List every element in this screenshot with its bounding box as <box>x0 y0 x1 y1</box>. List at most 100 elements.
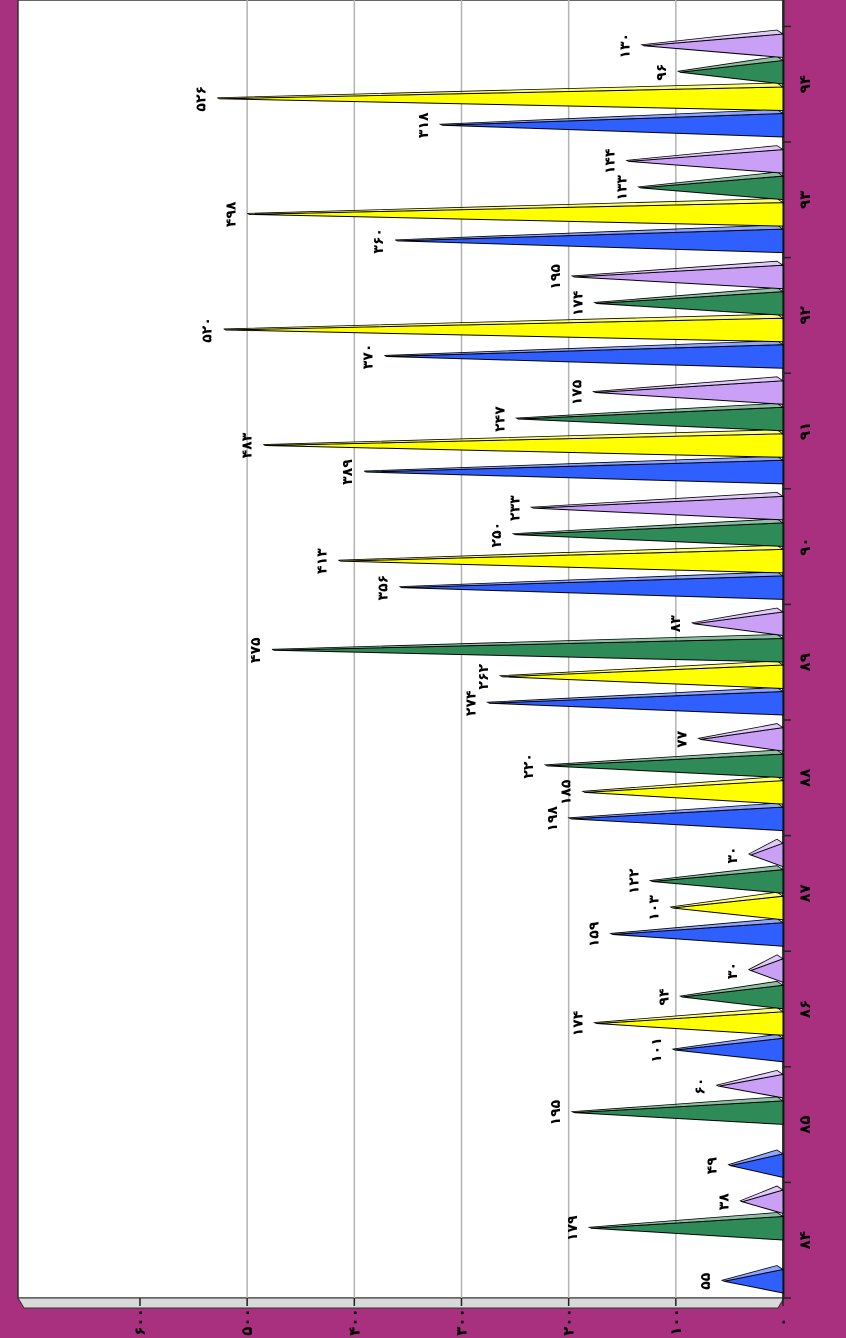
cone-bar-side <box>747 954 784 971</box>
cone-bar-side <box>271 634 785 651</box>
y-tick-label: ۱۰۰ <box>667 1308 685 1335</box>
data-label: ۱۲۲ <box>626 868 642 894</box>
data-label: ۱۷۴ <box>571 290 587 316</box>
data-label: ۱۹۵ <box>548 1099 564 1125</box>
data-label: ۳۰ <box>725 846 741 863</box>
cone-bar-side <box>676 56 785 73</box>
data-label: ۱۳۳ <box>614 175 630 201</box>
data-label: ۲۴۷ <box>492 406 508 432</box>
category-label: ۸۸ <box>796 769 814 787</box>
data-label: ۹۶ <box>654 64 670 81</box>
data-label: ۴۹ <box>704 1157 720 1175</box>
data-label: ۱۷۴ <box>571 1010 587 1036</box>
category-label: ۹۰ <box>796 537 814 555</box>
cone-bar-side <box>690 607 785 625</box>
cone-bar-side <box>570 260 785 278</box>
y-tick-label: ۰ <box>774 1317 792 1326</box>
data-label: ۱۰۳ <box>647 895 663 921</box>
cone-bar-side <box>511 518 785 536</box>
data-labels: ۵۵ ۱۷۹ ۳۸ ۴۹ ۱۹۵ ۶۰ ۱۰۱ ۱۷۴ ۹۴ ۳۰ ۱۵۹ ۱۰۳ ۱۲۲ ۳۰ ۱۹۸۱۸… <box>193 33 741 1290</box>
data-label: ۳۷۰ <box>360 344 376 370</box>
data-label: ۲۲۰ <box>521 753 537 779</box>
category-label: ۸۶ <box>796 1000 814 1018</box>
data-label: ۱۵۹ <box>587 921 603 947</box>
y-tick-label: ۳۰۰ <box>452 1308 470 1335</box>
cone-bar-side <box>247 198 785 215</box>
data-label: ۲۷۴ <box>463 690 479 716</box>
cone-bar-side <box>338 544 785 562</box>
cone-bar-side <box>570 1096 785 1114</box>
cone-bar-side <box>669 891 785 909</box>
cone-bar-side <box>678 980 785 998</box>
data-label: ۱۳۰ <box>618 33 634 59</box>
data-label: ۳۸۹ <box>340 459 356 485</box>
data-label: ۴۱۳ <box>314 548 330 574</box>
data-label: ۱۹۵ <box>548 264 564 290</box>
data-label: ۱۴۴ <box>603 148 619 174</box>
category-label: ۹۳ <box>796 191 814 209</box>
data-label: ۲۶۲ <box>476 663 492 689</box>
category-label: ۸۵ <box>796 1115 814 1133</box>
cone-bar-side <box>581 776 785 793</box>
data-label: ۱۹۸ <box>545 806 561 832</box>
cone-bar-side <box>217 82 785 100</box>
cone-bar-side <box>223 313 785 331</box>
data-label: ۳۸ <box>716 1193 732 1211</box>
category-label: ۹۴ <box>796 75 814 93</box>
cone-bar-side <box>671 1033 785 1051</box>
cone-bar-side <box>625 145 785 162</box>
data-label: ۱۷۹ <box>565 1215 581 1241</box>
data-label: ۴۹۸ <box>223 201 239 227</box>
data-label: ۴۸۳ <box>239 432 255 458</box>
data-label: ۳۶۰ <box>371 228 387 254</box>
data-label: ۸۳ <box>668 615 684 633</box>
data-label: ۵۵ <box>698 1272 714 1290</box>
cone-bar-side <box>587 1212 785 1229</box>
data-label: ۵۲۶ <box>193 86 209 112</box>
cone-bar-side <box>637 171 785 189</box>
cone-bar-side <box>567 802 785 820</box>
category-label: ۸۷ <box>796 884 814 902</box>
cone-bar-side <box>715 1069 785 1087</box>
cone-bar-side <box>591 376 785 393</box>
cone-bar-side <box>263 429 785 446</box>
cone-bar-side <box>529 491 785 509</box>
data-label: ۳۵۶ <box>375 575 391 601</box>
cone-bar-side <box>727 1149 785 1167</box>
y-tick-label: ۴۰۰ <box>345 1308 363 1335</box>
data-label: ۶۰ <box>693 1078 709 1095</box>
data-label: ۳۰ <box>725 962 741 979</box>
category-label: ۹۱ <box>796 422 814 440</box>
data-label: ۲۳۳ <box>507 495 523 521</box>
plot-floor <box>17 1297 785 1309</box>
y-tick-label: ۵۰۰ <box>238 1308 256 1335</box>
category-label: ۸۹ <box>796 653 814 671</box>
cone-bar-side <box>648 865 785 882</box>
cone-bar-side <box>593 287 785 304</box>
category-label: ۸۴ <box>796 1231 814 1249</box>
data-label: ۳۱۸ <box>416 112 432 138</box>
data-label: ۱۰۱ <box>649 1037 665 1063</box>
data-label: ۷۷ <box>674 730 690 748</box>
cone-bar-side <box>747 838 784 856</box>
data-label: ۴۷۵ <box>248 637 264 663</box>
cone-bar-side <box>543 749 785 767</box>
data-label: ۱۷۵ <box>569 379 585 405</box>
cone-bar-side <box>739 1185 784 1203</box>
cone-bar-side <box>514 402 785 420</box>
data-label: ۱۸۵ <box>559 779 575 805</box>
cone-bar-side <box>720 1265 785 1282</box>
data-label: ۵۲۰ <box>200 317 216 343</box>
cone-bar-side <box>593 1007 785 1024</box>
y-tick-label: ۲۰۰ <box>560 1308 578 1335</box>
data-label: ۲۵۰ <box>489 522 505 548</box>
data-label: ۹۴ <box>656 988 672 1006</box>
bars <box>217 29 785 1294</box>
cone-bar-side <box>485 687 785 704</box>
y-tick-label: ۶۰۰ <box>131 1308 149 1335</box>
cone-bar-side <box>609 918 785 935</box>
cone-bar-side <box>697 723 785 740</box>
category-label: ۹۲ <box>796 306 814 324</box>
cone-bar-side <box>640 29 785 47</box>
